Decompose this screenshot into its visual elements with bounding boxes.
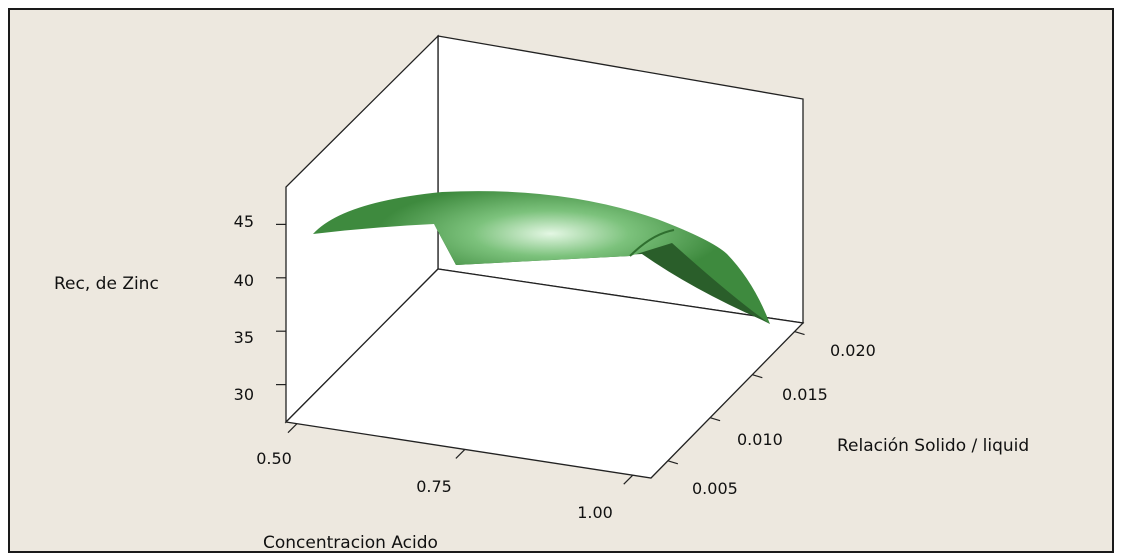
z-tick-label: 30 [234, 385, 254, 404]
y-tick-mark [752, 374, 763, 379]
y-tick-mark [667, 460, 679, 465]
surface-plot: 30 35 40 45 0.50 0.75 1.00 0.005 0.010 0… [54, 34, 1029, 551]
x-tick-label: 0.75 [416, 477, 452, 496]
y-tick-label: 0.020 [830, 341, 876, 360]
axis-ticks [276, 223, 805, 485]
x-tick-mark [623, 474, 634, 485]
x-tick-mark [455, 449, 466, 459]
chart-frame: 30 35 40 45 0.50 0.75 1.00 0.005 0.010 0… [8, 8, 1114, 553]
surface-top [313, 191, 770, 324]
y-tick-mark [794, 331, 805, 336]
z-tick-label: 35 [234, 328, 254, 347]
x-tick-label: 0.50 [256, 449, 292, 468]
x-tick-mark [287, 423, 298, 434]
y-tick-mark [709, 417, 721, 422]
z-tick-label: 40 [234, 271, 254, 290]
surface-underside [434, 224, 770, 324]
y-axis-title: Relación Solido / liquid [837, 436, 1029, 456]
surface-ridge [629, 229, 675, 257]
y-tick-label: 0.010 [737, 430, 783, 449]
floor [284, 268, 805, 479]
z-axis-title: Rec, de Zinc [54, 274, 159, 294]
x-axis-title: Concentracion Acido [263, 533, 438, 551]
y-tick-label: 0.005 [692, 479, 738, 498]
z-tick-label: 45 [234, 212, 254, 231]
x-tick-label: 1.00 [577, 503, 613, 522]
y-tick-label: 0.015 [782, 385, 828, 404]
